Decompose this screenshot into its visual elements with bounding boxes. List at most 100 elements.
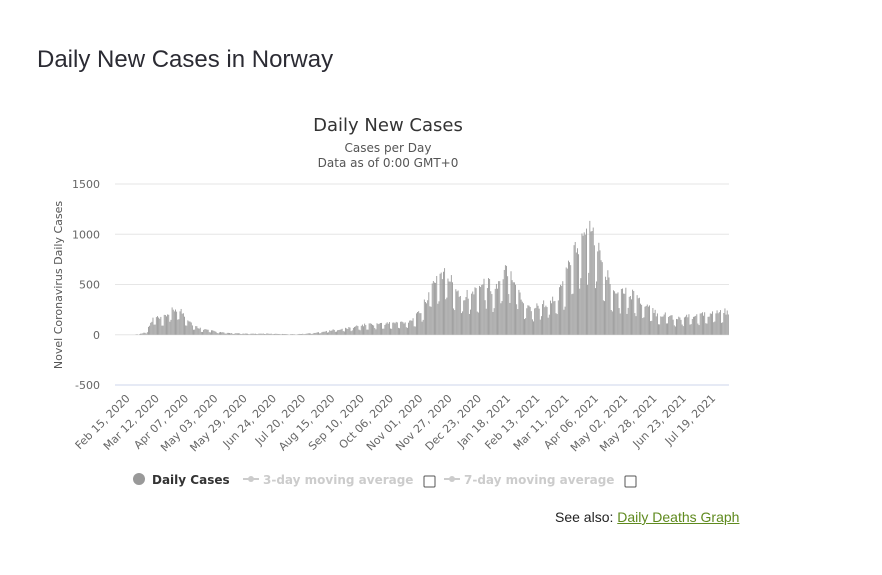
legend-item-daily-cases[interactable]: Daily Cases <box>133 473 230 487</box>
bar <box>635 316 637 335</box>
bar <box>359 330 361 335</box>
bar <box>679 317 681 335</box>
bar <box>610 310 612 335</box>
bar <box>385 323 387 335</box>
bar <box>352 327 354 335</box>
bar <box>713 322 715 335</box>
bar <box>507 276 509 335</box>
bar <box>254 333 256 335</box>
bar <box>445 299 447 335</box>
bar <box>482 284 484 335</box>
bar <box>251 333 253 335</box>
bar <box>504 265 506 335</box>
bar <box>419 313 421 335</box>
bar <box>658 324 659 335</box>
bar <box>365 325 367 335</box>
bar <box>528 305 530 335</box>
bar <box>647 306 649 335</box>
bar <box>716 310 718 335</box>
bar <box>641 304 643 335</box>
bar <box>472 291 474 335</box>
bar <box>673 325 675 335</box>
bar <box>511 280 513 335</box>
bar <box>544 307 546 335</box>
bar <box>426 303 428 335</box>
bar <box>208 332 210 335</box>
bar <box>266 333 268 335</box>
bar <box>683 317 685 335</box>
bar <box>605 276 607 335</box>
bar <box>492 311 494 335</box>
bar <box>682 326 684 335</box>
bar <box>244 333 246 335</box>
legend-3-day-average-checkbox[interactable] <box>423 475 436 488</box>
bar <box>321 332 323 335</box>
bar <box>170 319 172 335</box>
bar <box>522 303 524 335</box>
bar <box>327 332 328 335</box>
bar <box>694 316 695 335</box>
bar <box>283 334 285 335</box>
bar <box>707 316 709 335</box>
bar <box>696 314 698 335</box>
bar <box>589 220 591 335</box>
bar <box>712 311 714 335</box>
bar <box>437 303 439 335</box>
bar <box>209 332 211 335</box>
bar <box>471 293 473 335</box>
bar <box>438 301 440 335</box>
bar <box>226 332 228 335</box>
bar <box>455 289 457 335</box>
bar <box>297 334 299 335</box>
bar <box>479 285 480 335</box>
bar <box>484 300 486 335</box>
bar <box>468 313 470 335</box>
bar <box>535 307 537 335</box>
bar <box>661 316 663 335</box>
bar <box>245 333 247 335</box>
legend-7-day-average-label: 7-day moving average <box>464 473 614 487</box>
bar <box>195 326 197 335</box>
bar <box>142 333 144 335</box>
legend-item-7-day-average[interactable]: 7-day moving average <box>444 473 614 487</box>
bar <box>718 312 720 335</box>
bar <box>238 333 239 335</box>
bar <box>660 316 662 335</box>
bar <box>474 287 476 335</box>
bar <box>677 319 679 335</box>
y-tick-label: 0 <box>93 329 100 342</box>
bar <box>499 281 501 335</box>
bar <box>497 288 498 335</box>
bar <box>520 299 522 335</box>
bar <box>662 316 664 335</box>
bar <box>276 333 278 335</box>
bar <box>453 308 455 335</box>
bar <box>464 300 466 335</box>
bar <box>548 314 550 335</box>
bar <box>341 328 343 335</box>
bar <box>349 327 351 335</box>
bar <box>567 260 569 335</box>
legend-7-day-average-checkbox[interactable] <box>624 475 637 488</box>
see-also-label: See also: <box>555 509 614 525</box>
bar <box>286 334 288 335</box>
bar <box>561 285 563 335</box>
bar <box>685 316 686 335</box>
bar <box>708 316 710 335</box>
legend-item-3-day-average[interactable]: 3-day moving average <box>243 473 413 487</box>
page-title: Daily New Cases in Norway <box>37 46 334 73</box>
bar <box>395 321 397 335</box>
daily-deaths-graph-link[interactable]: Daily Deaths Graph <box>617 509 740 525</box>
daily-new-cases-chart: Daily New Cases Cases per Day Data as of… <box>52 115 729 488</box>
bar <box>207 329 209 335</box>
bar <box>540 316 542 335</box>
bar <box>575 252 577 335</box>
bar <box>222 332 224 335</box>
bar <box>645 305 647 335</box>
bar <box>618 308 620 335</box>
bar <box>217 333 219 335</box>
bar <box>152 317 154 335</box>
bar <box>699 313 701 335</box>
bar <box>379 323 381 335</box>
bar <box>425 302 426 335</box>
